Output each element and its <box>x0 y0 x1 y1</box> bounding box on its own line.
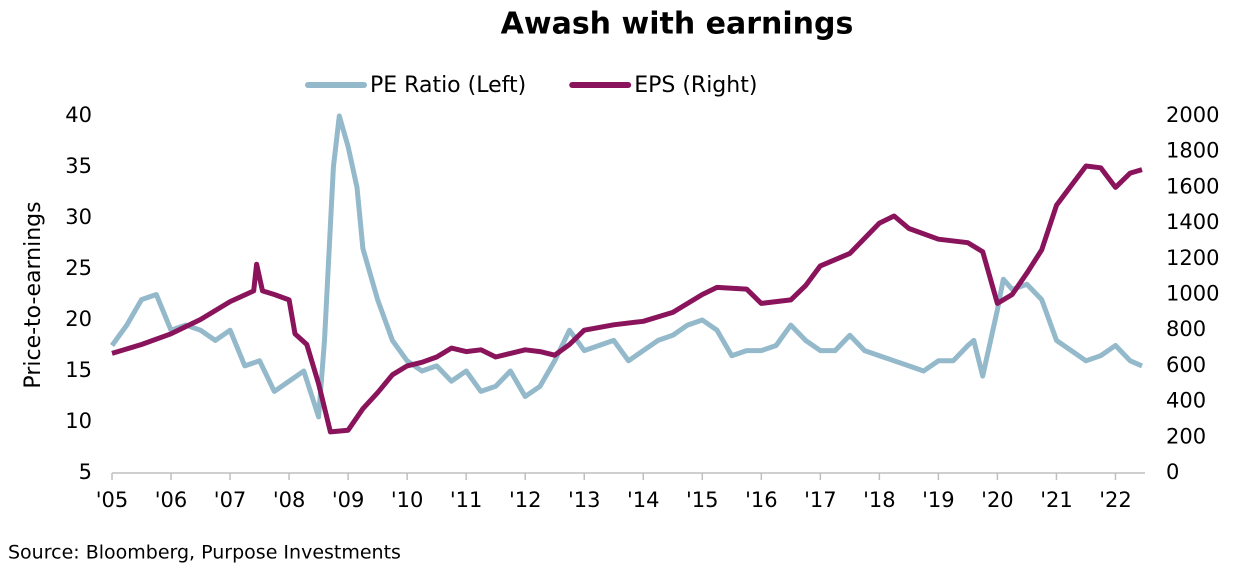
x-tick-label: '07 <box>214 488 247 512</box>
y-tick-label: 40 <box>65 103 92 127</box>
x-tick-label: '22 <box>1099 488 1132 512</box>
x-tick-label: '05 <box>96 488 129 512</box>
y2-tick-label: 1200 <box>1166 246 1219 270</box>
y2-tick-label: 1600 <box>1166 174 1219 198</box>
y-tick-label: 25 <box>65 256 92 280</box>
y2-tick-label: 2000 <box>1166 103 1219 127</box>
chart-title: Awash with earnings <box>501 7 854 42</box>
x-tick-label: '20 <box>981 488 1014 512</box>
series-line <box>109 113 1143 420</box>
x-tick-label: '09 <box>332 488 365 512</box>
y-tick-label: 5 <box>79 460 92 484</box>
y2-tick-label: 1000 <box>1166 282 1219 306</box>
x-tick-label: '14 <box>627 488 660 512</box>
y2-tick-label: 200 <box>1166 424 1206 448</box>
x-tick-label: '15 <box>686 488 719 512</box>
y-tick-label: 35 <box>65 154 92 178</box>
y-tick-label: 10 <box>65 409 92 433</box>
y2-tick-label: 0 <box>1166 460 1179 484</box>
x-tick-label: '16 <box>745 488 778 512</box>
y-tick-label: 15 <box>65 358 92 382</box>
x-tick-label: '12 <box>509 488 542 512</box>
source-note: Source: Bloomberg, Purpose Investments <box>8 542 401 564</box>
y2-tick-label: 800 <box>1166 317 1206 341</box>
x-tick-label: '10 <box>391 488 424 512</box>
x-tick-label: '18 <box>863 488 896 512</box>
y-tick-label: 20 <box>65 307 92 331</box>
legend-label: EPS (Right) <box>634 73 757 98</box>
y-axis-label: Price-to-earnings <box>21 201 46 388</box>
y-tick-label: 30 <box>65 205 92 229</box>
legend-label: PE Ratio (Left) <box>370 73 526 98</box>
y2-tick-label: 400 <box>1166 389 1206 413</box>
x-tick-label: '06 <box>155 488 188 512</box>
x-tick-label: '17 <box>804 488 837 512</box>
x-tick-label: '19 <box>922 488 955 512</box>
y2-tick-label: 1400 <box>1166 210 1219 234</box>
x-tick-label: '13 <box>568 488 601 512</box>
y2-tick-label: 600 <box>1166 353 1206 377</box>
x-tick-label: '08 <box>273 488 306 512</box>
series-line <box>111 163 1143 435</box>
x-tick-label: '21 <box>1040 488 1073 512</box>
y2-tick-label: 1800 <box>1166 139 1219 163</box>
x-tick-label: '11 <box>450 488 483 512</box>
